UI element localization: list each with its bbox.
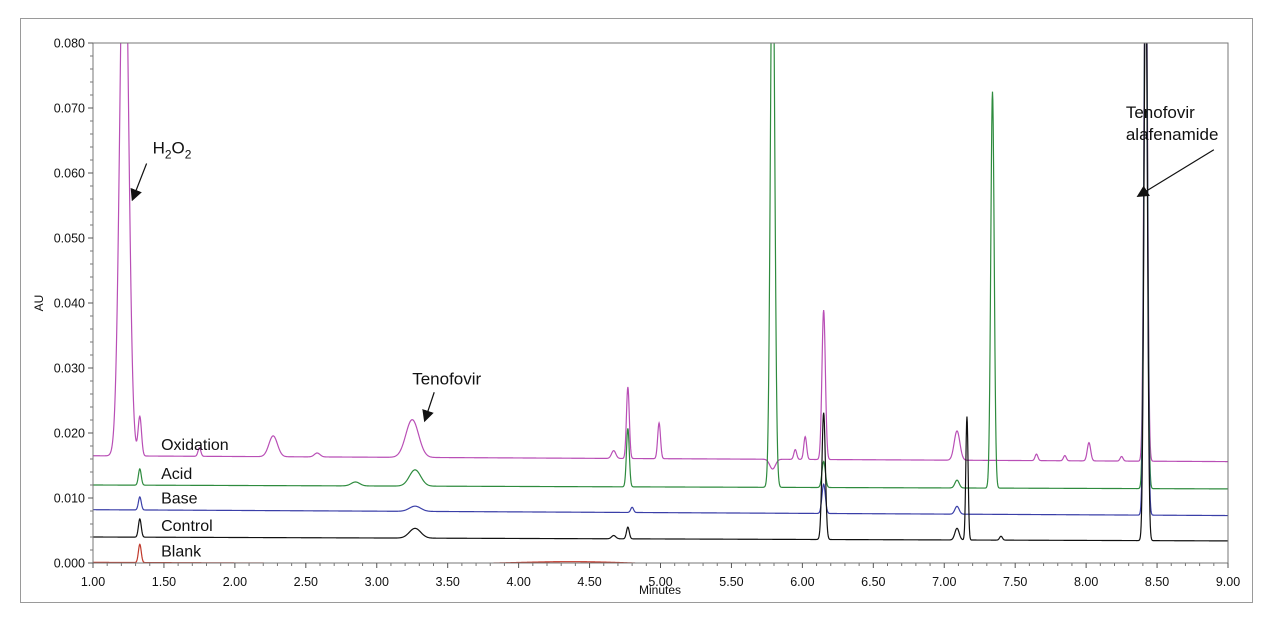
x-tick-label: 7.50 (1003, 575, 1027, 589)
series-label-acid: Acid (161, 466, 192, 483)
series-line-control (93, 43, 1228, 542)
series-label-control: Control (161, 518, 213, 535)
x-tick-label: 3.00 (365, 575, 389, 589)
series-line-acid (93, 43, 1228, 490)
annotation-arrow (130, 163, 148, 202)
series-label-blank: Blank (161, 543, 202, 560)
y-tick-label: 0.070 (54, 102, 85, 116)
x-tick-label: 8.50 (1145, 575, 1169, 589)
chart-frame: 1.00 1.50 2.00 2.50 3.00 3.50 4.00 4.50 5.00 5.50… (20, 18, 1253, 603)
series-label-oxidation: Oxidation (161, 437, 229, 454)
x-tick-label: 4.50 (577, 575, 601, 589)
x-tick-label: 1.50 (152, 575, 176, 589)
y-axis-title: AU (32, 295, 46, 312)
series-label-base: Base (161, 491, 198, 508)
y-tick-label: 0.050 (54, 232, 85, 246)
y-tick-label: 0.060 (54, 167, 85, 181)
x-tick-label: 6.50 (861, 575, 885, 589)
series-line-base (93, 43, 1228, 517)
x-tick-label: 3.50 (436, 575, 460, 589)
annotation-arrow (422, 392, 435, 423)
x-tick-label: 2.00 (223, 575, 247, 589)
series-line-oxidation (93, 43, 1228, 470)
x-tick-label: 2.50 (294, 575, 318, 589)
x-tick-label: 5.00 (648, 575, 672, 589)
x-tick-label: 8.00 (1074, 575, 1098, 589)
y-tick-label: 0.030 (54, 362, 85, 376)
x-tick-label: 7.00 (932, 575, 956, 589)
y-tick-label: 0.040 (54, 297, 85, 311)
y-tick-label: 0.000 (54, 557, 85, 571)
y-tick-label: 0.020 (54, 427, 85, 441)
annotation-label: H2O2 (153, 139, 192, 162)
y-tick-label: 0.010 (54, 492, 85, 506)
x-tick-label: 9.00 (1216, 575, 1240, 589)
annotation-label: Tenofovir (412, 369, 481, 388)
y-tick-label: 0.080 (54, 37, 85, 51)
annotation-label: Tenofovir alafenamide (1126, 103, 1219, 144)
chromatogram-chart: 1.00 1.50 2.00 2.50 3.00 3.50 4.00 4.50 5.00 5.50… (32, 37, 1240, 598)
x-tick-label: 5.50 (719, 575, 743, 589)
annotation-arrow (1136, 149, 1215, 198)
x-tick-label: 1.00 (81, 575, 105, 589)
x-tick-label: 6.00 (790, 575, 814, 589)
x-axis-title: Minutes (639, 583, 681, 597)
x-tick-label: 4.00 (506, 575, 530, 589)
